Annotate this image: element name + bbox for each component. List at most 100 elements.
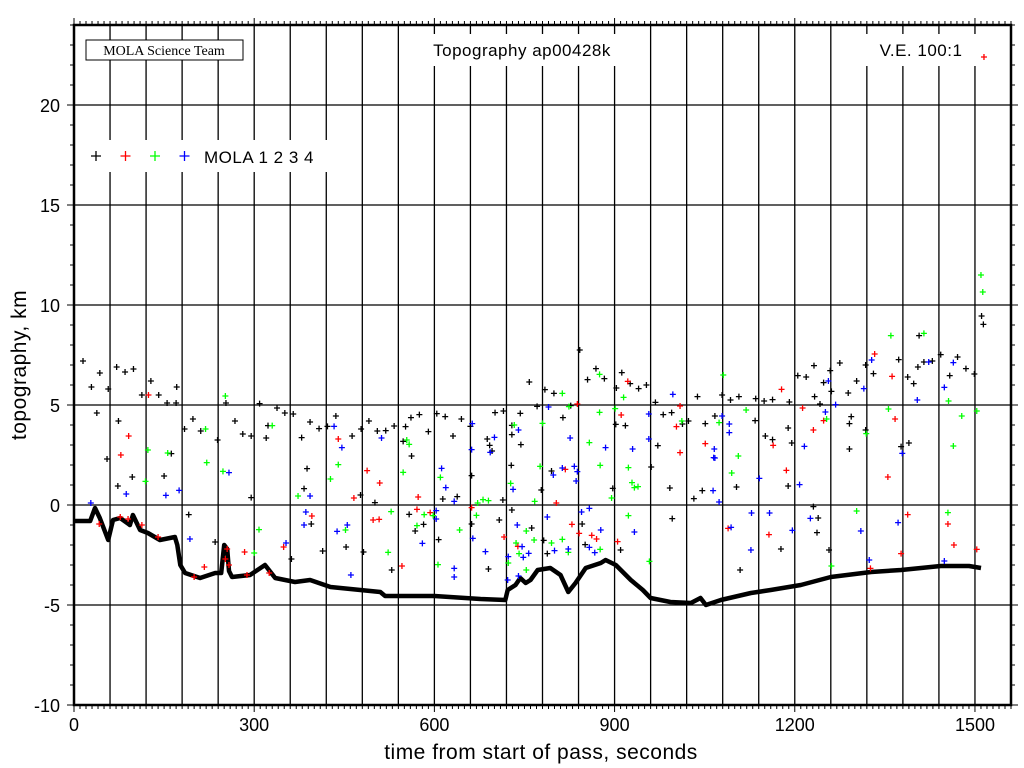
data-point-series-4 [789,527,796,534]
data-point-series-3 [511,422,518,428]
data-point-series-4 [451,498,458,505]
data-point-series-1 [654,442,661,449]
data-point-series-2 [871,351,878,357]
data-point-series-1 [173,400,180,406]
data-point-series-4 [586,544,593,551]
data-point-series-2 [980,54,987,60]
data-point-series-4 [941,384,948,391]
data-point-series-1 [735,393,742,400]
data-point-series-1 [129,474,136,480]
data-point-series-1 [733,484,740,490]
data-point-series-4 [574,468,581,475]
legend-marker-4 [179,151,190,161]
data-point-series-1 [836,360,843,366]
data-point-series-1 [360,549,367,555]
data-point-series-3 [144,447,151,453]
data-point-series-4 [550,472,557,478]
data-point-series-3 [678,418,685,424]
data-point-series-3 [400,469,407,476]
data-point-series-2 [889,373,896,380]
data-point-series-3 [973,408,980,414]
data-point-series-1 [904,374,911,380]
data-point-series-2 [415,494,422,500]
data-point-series-1 [416,411,423,418]
data-point-series-1 [559,414,566,421]
data-point-series-2 [155,534,162,540]
data-point-series-1 [820,379,827,386]
data-point-series-1 [197,428,204,434]
data-point-series-2 [398,563,405,569]
data-point-series-3 [437,474,444,481]
data-point-series-1 [508,507,515,513]
data-point-series-1 [660,411,667,418]
x-tick-labels: 0 300 600 900 1200 1500 [69,715,995,735]
data-point-series-1 [846,420,853,427]
data-point-series-1 [301,485,308,492]
data-point-series-4 [487,449,494,456]
data-point-series-4 [866,557,873,563]
data-point-series-1 [316,425,323,432]
data-point-series-1 [343,544,350,550]
data-point-series-1 [130,366,137,372]
data-point-series-1 [666,485,673,491]
data-point-series-2 [810,427,817,433]
y-tick-label: 10 [40,296,60,316]
y-tick-label: 20 [40,96,60,116]
data-point-series-1 [212,539,219,545]
data-point-series-4 [519,543,526,550]
data-point-series-1 [185,511,192,518]
data-point-series-4 [586,505,593,512]
data-point-series-3 [203,459,210,466]
data-point-series-1 [576,347,583,353]
data-point-series-1 [468,521,475,527]
data-point-series-3 [945,398,952,404]
data-point-series-1 [916,332,923,339]
data-point-series-2 [770,442,777,449]
data-point-series-1 [500,408,507,414]
data-point-series-3 [920,330,927,337]
legend-marker-1 [91,151,101,161]
data-point-series-2 [201,564,208,570]
data-point-series-2 [125,516,132,522]
data-point-series-1 [811,393,818,400]
data-point-series-4 [551,547,558,554]
data-point-series-4 [629,446,636,452]
data-point-series-4 [822,409,829,415]
data-point-series-3 [251,550,258,556]
data-point-series-4 [87,500,94,506]
data-point-series-2 [364,467,371,474]
data-point-series-1 [971,371,978,377]
data-point-series-3 [596,409,603,416]
data-point-series-1 [685,418,692,424]
data-point-series-1 [937,351,944,358]
data-point-series-1 [425,428,432,435]
data-point-series-4 [950,359,957,366]
data-point-series-3 [631,484,638,491]
data-point-series-1 [980,321,987,328]
data-point-series-1 [248,494,255,501]
data-point-series-3 [142,478,149,485]
data-point-series-3 [950,443,957,449]
data-point-series-1 [910,380,917,387]
data-point-series-3 [635,483,642,490]
x-tick-label: 900 [600,715,630,735]
data-point-series-1 [702,420,709,427]
data-point-series-1 [528,525,535,531]
data-point-series-4 [347,572,354,578]
data-point-series-3 [531,537,538,543]
data-point-series-1 [304,465,311,472]
vertical-exaggeration-label: V.E. 100:1 [880,41,963,60]
data-point-series-1 [526,379,533,385]
data-point-series-1 [468,472,475,479]
data-point-series-1 [88,384,95,390]
data-point-series-3 [743,407,750,413]
data-point-series-4 [419,540,426,547]
data-point-series-1 [669,515,676,522]
data-point-series-1 [96,370,103,376]
data-point-series-1 [668,409,675,416]
data-point-series-4 [895,519,902,526]
data-point-series-2 [241,549,248,555]
credit-box [85,39,244,61]
data-point-series-3 [586,439,593,446]
data-point-series-4 [941,558,948,564]
